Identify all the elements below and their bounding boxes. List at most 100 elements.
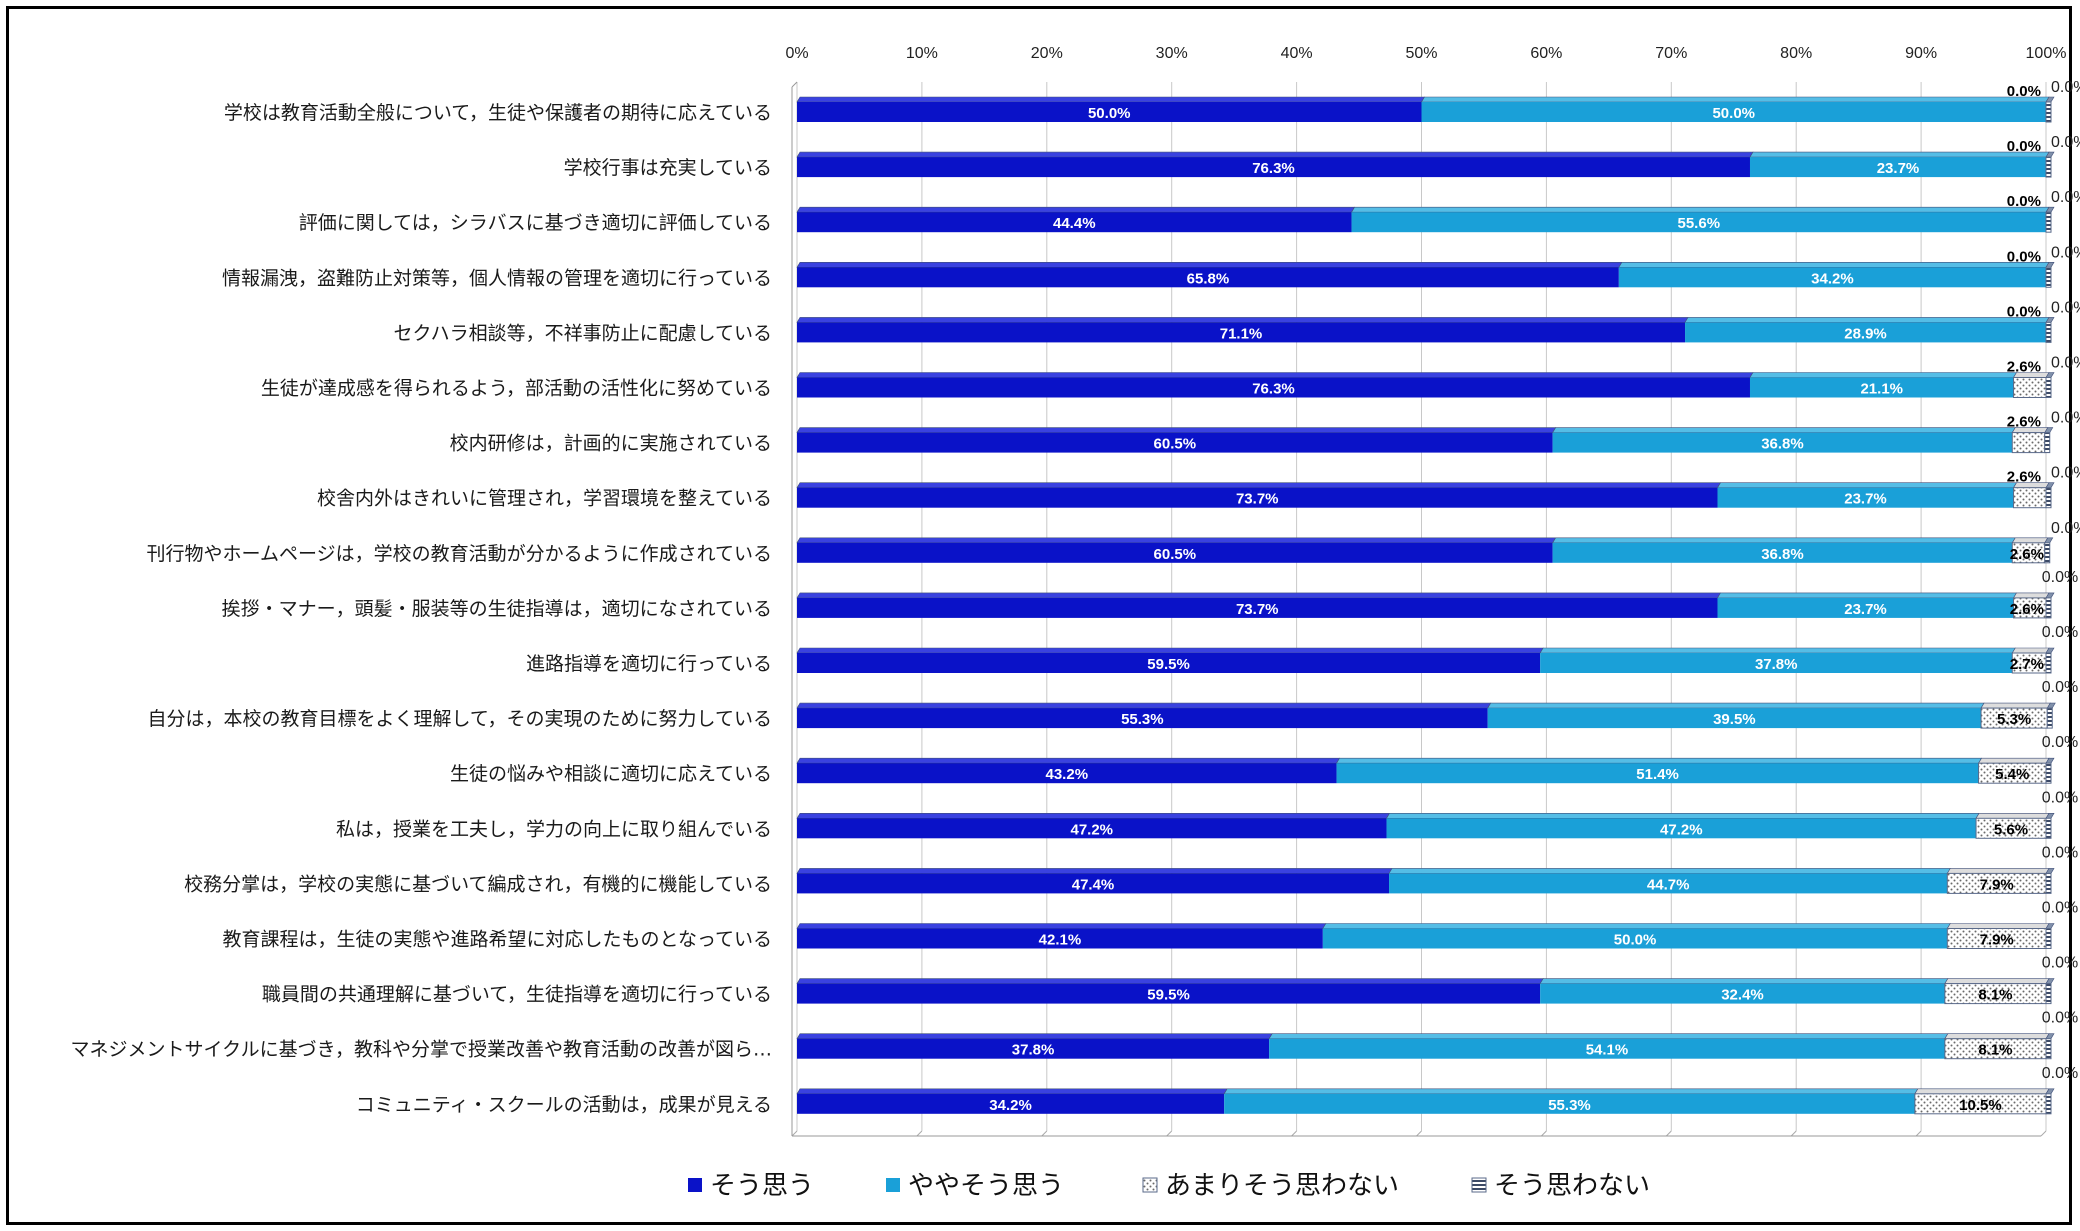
bar-segment-1 bbox=[797, 102, 1422, 122]
data-label: 0.0% bbox=[2051, 79, 2080, 96]
bar-segment-top bbox=[796, 923, 1327, 929]
data-label: 5.6% bbox=[1994, 821, 2028, 838]
data-label: 23.7% bbox=[1844, 601, 1887, 618]
grid-depth-line bbox=[1291, 1130, 1297, 1137]
bar-segment-2 bbox=[1336, 763, 1979, 784]
bar-segment-1 bbox=[797, 157, 1750, 178]
data-label: 51.4% bbox=[1636, 766, 1679, 783]
category-label: 学校行事は充実している bbox=[564, 157, 772, 179]
data-label: 0.0% bbox=[2051, 134, 2080, 151]
data-label: 0.0% bbox=[2042, 679, 2078, 696]
data-label: 73.7% bbox=[1236, 601, 1279, 618]
bar-segment-top bbox=[796, 96, 1426, 103]
bar-segment-1 bbox=[797, 708, 1488, 729]
bar-segment-top bbox=[1223, 1088, 1919, 1095]
bar-segment-1 bbox=[797, 597, 1718, 618]
data-label: 7.9% bbox=[1980, 932, 2014, 949]
data-label: 0.0% bbox=[2007, 248, 2041, 265]
data-label: 2.7% bbox=[2010, 656, 2044, 673]
bar-segment-4 bbox=[2045, 817, 2052, 839]
category-label: 自分は，本校の教育目標をよく理解して，その実現のために努力している bbox=[147, 708, 772, 730]
bar-segment-1 bbox=[797, 983, 1541, 1004]
bar-segment-2 bbox=[1421, 102, 2046, 122]
bar-segment-2 bbox=[1269, 1038, 1945, 1059]
bar-segment-2 bbox=[1552, 432, 2013, 453]
data-label: 7.9% bbox=[1980, 876, 2014, 893]
data-label: 60.5% bbox=[1154, 436, 1197, 453]
grid-depth-line bbox=[1416, 1130, 1422, 1137]
data-label: 28.9% bbox=[1844, 325, 1887, 342]
grid-depth-line bbox=[916, 1130, 923, 1137]
legend-swatch bbox=[1142, 1177, 1158, 1193]
bar-segment-top bbox=[796, 868, 1393, 874]
bar-segment-top bbox=[1944, 1033, 2050, 1039]
grid-depth-line bbox=[1041, 1130, 1048, 1137]
bar-segment-1 bbox=[797, 763, 1337, 784]
data-label: 50.0% bbox=[1088, 105, 1131, 122]
bar-segment-4 bbox=[2044, 432, 2051, 454]
bar-segment-top bbox=[2011, 537, 2049, 544]
data-label: 0.0% bbox=[2051, 299, 2080, 316]
bar-segment-top bbox=[796, 261, 1623, 268]
data-label: 0.0% bbox=[2042, 734, 2078, 751]
data-label: 71.1% bbox=[1220, 325, 1263, 342]
bar-segment-2 bbox=[1717, 487, 2014, 508]
bar-segment-top bbox=[1749, 372, 2018, 378]
data-label: 43.2% bbox=[1046, 766, 1089, 783]
data-label: 0.0% bbox=[2051, 520, 2080, 537]
bar-segment-3 bbox=[2013, 487, 2047, 509]
grid-depth-line bbox=[1790, 1130, 1797, 1137]
bar-segment-top bbox=[796, 206, 1356, 213]
data-label: 23.7% bbox=[1877, 160, 1920, 177]
bar-segment-top bbox=[796, 702, 1492, 709]
data-label: 2.6% bbox=[2010, 601, 2044, 618]
category-label: 校務分掌は，学校の実態に基づいて編成され，有機的に機能している bbox=[184, 873, 772, 895]
bar-segment-1 bbox=[797, 873, 1390, 894]
data-label: 59.5% bbox=[1147, 656, 1190, 673]
bar-segment-4 bbox=[2045, 983, 2052, 1005]
bar-segment-4 bbox=[2045, 487, 2052, 509]
bar-segment-top bbox=[796, 757, 1341, 764]
data-label: 50.0% bbox=[1712, 105, 1755, 122]
bar-segment-top bbox=[1552, 427, 2016, 433]
bar-segment-top bbox=[1322, 923, 1951, 929]
bar-segment-top bbox=[796, 1033, 1273, 1039]
data-label: 36.8% bbox=[1761, 436, 1804, 453]
category-label: マネジメントサイクルに基づき，教科や分掌で授業改善や教育活動の改善が図ら… bbox=[71, 1039, 772, 1061]
data-label: 2.6% bbox=[2007, 414, 2041, 431]
bar-segment-4 bbox=[2045, 266, 2052, 288]
data-label: 0.0% bbox=[2051, 189, 2080, 206]
bar-segment-1 bbox=[797, 377, 1750, 398]
grid-depth-line bbox=[1541, 1130, 1547, 1137]
data-label: 39.5% bbox=[1713, 711, 1756, 728]
bar-segment-top bbox=[1980, 702, 2051, 709]
bar-segment-1 bbox=[797, 212, 1352, 233]
x-tick-label: 80% bbox=[1780, 45, 1812, 62]
bar-segment-top bbox=[1946, 923, 2050, 929]
data-label: 0.0% bbox=[2051, 355, 2080, 372]
bar-segment-top bbox=[796, 317, 1689, 323]
legend-swatch bbox=[1471, 1177, 1487, 1193]
bar-segment-top bbox=[2011, 647, 2050, 654]
data-label: 37.8% bbox=[1012, 1042, 1055, 1059]
data-label: 8.1% bbox=[1978, 1042, 2012, 1059]
bar-segment-4 bbox=[2045, 652, 2052, 674]
legend-label: ややそう思う bbox=[908, 1171, 1064, 1201]
axis-wall bbox=[791, 81, 798, 88]
data-label: 0.0% bbox=[2042, 900, 2078, 917]
data-label: 34.2% bbox=[1811, 270, 1854, 287]
bar-segment-4 bbox=[2045, 872, 2052, 894]
data-label: 34.2% bbox=[989, 1097, 1032, 1114]
x-tick-label: 90% bbox=[1905, 45, 1937, 62]
grid-depth-line bbox=[1665, 1130, 1672, 1137]
bar-segment-2 bbox=[1386, 818, 1977, 839]
data-label: 0.0% bbox=[2042, 1010, 2078, 1027]
bar-segment-2 bbox=[1322, 928, 1948, 949]
bar-segment-1 bbox=[797, 1038, 1270, 1059]
legend-label: そう思う bbox=[710, 1171, 814, 1201]
bar-segment-1 bbox=[797, 653, 1541, 673]
data-label: 0.0% bbox=[2007, 303, 2041, 320]
data-label: 21.1% bbox=[1860, 381, 1903, 398]
data-label: 0.0% bbox=[2007, 138, 2041, 155]
